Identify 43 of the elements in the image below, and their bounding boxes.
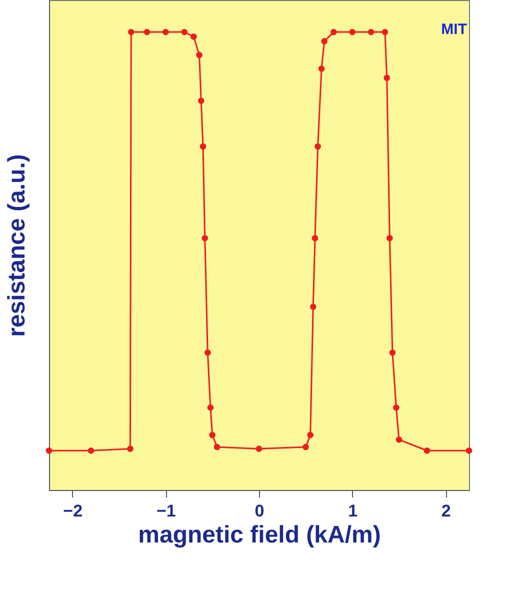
point xyxy=(207,404,214,411)
x-tick-label: −1 xyxy=(156,502,176,520)
point xyxy=(330,28,337,36)
point xyxy=(368,28,374,36)
y-axis-title: resistance (a.u.) xyxy=(4,154,30,337)
x-tick-label: 2 xyxy=(441,502,451,520)
point xyxy=(190,33,197,40)
point xyxy=(204,349,211,356)
point xyxy=(128,28,134,36)
x-tick-label: −2 xyxy=(63,502,83,520)
point xyxy=(202,234,208,242)
point xyxy=(384,74,390,82)
point xyxy=(127,446,134,452)
point xyxy=(310,304,316,310)
point xyxy=(209,432,216,438)
point xyxy=(321,38,328,44)
point xyxy=(198,98,204,104)
point xyxy=(389,349,396,356)
point xyxy=(466,447,472,454)
point xyxy=(396,436,402,443)
point xyxy=(302,444,309,450)
annotation: MIT xyxy=(441,21,467,38)
point xyxy=(382,28,388,36)
x-tick-label: 1 xyxy=(348,502,358,520)
point xyxy=(314,143,321,150)
point xyxy=(88,447,94,454)
point xyxy=(196,52,202,58)
point xyxy=(386,234,393,242)
point xyxy=(424,447,430,454)
point xyxy=(200,143,206,150)
point xyxy=(312,234,318,242)
point xyxy=(214,444,220,450)
x-tick-label: 0 xyxy=(254,502,264,520)
point xyxy=(318,66,325,72)
point xyxy=(307,432,314,438)
x-axis-title: magnetic field (kA/m) xyxy=(138,522,381,548)
point xyxy=(162,28,169,36)
point xyxy=(46,447,52,454)
point xyxy=(144,28,150,36)
point xyxy=(181,28,188,36)
point xyxy=(349,28,356,36)
point xyxy=(393,404,400,411)
point xyxy=(256,446,262,452)
